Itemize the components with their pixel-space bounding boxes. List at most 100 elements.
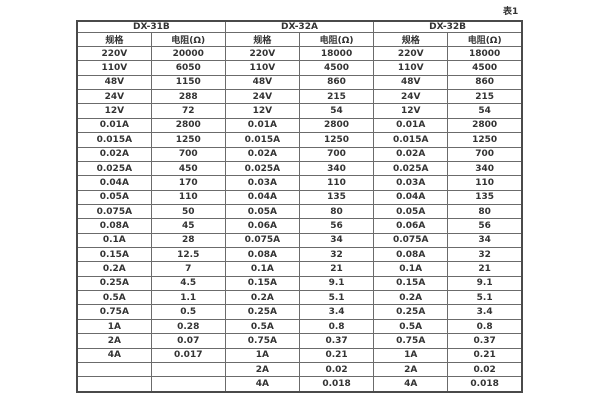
spec-cell: 0.5A (76, 290, 152, 306)
resistance-cell: 32 (298, 247, 375, 263)
spec-cell: 0.15A (76, 247, 152, 263)
resistance-cell: 110 (150, 189, 226, 205)
table-row: 0.075A 50 0.05A 80 0.05A 80 (76, 203, 523, 220)
spec-cell: 0.06A (224, 218, 300, 234)
resistance-cell: 3.4 (298, 304, 375, 320)
resistance-cell: 170 (150, 175, 226, 191)
group-header-dx32a: DX-32A (224, 20, 375, 33)
resistance-cell: 34 (447, 232, 523, 249)
spec-cell (76, 376, 152, 393)
table-row: 0.75A 0.5 0.25A 3.4 0.25A 3.4 (76, 304, 523, 320)
table-row: 0.15A 12.5 0.08A 32 0.08A 32 (76, 247, 523, 263)
resistance-cell: 34 (298, 232, 375, 249)
spec-cell: 0.015A (373, 132, 449, 148)
spec-cell: 0.025A (76, 160, 152, 177)
resistance-cell: 5.1 (298, 290, 375, 306)
resistance-cell: 0.8 (298, 318, 375, 335)
spec-cell: 0.2A (76, 261, 152, 277)
spec-cell: 0.025A (224, 160, 300, 177)
spec-cell: 0.02A (76, 146, 152, 162)
spec-cell: 0.75A (76, 304, 152, 320)
spec-header: 规格 (373, 32, 449, 47)
resistance-header: 电阻(Ω) (447, 32, 523, 47)
spec-cell: 0.25A (76, 275, 152, 292)
spec-cell: 1A (76, 318, 152, 335)
spec-cell: 0.75A (224, 333, 300, 349)
spec-cell: 48V (224, 74, 300, 91)
resistance-cell (150, 361, 226, 378)
resistance-cell: 3.4 (447, 304, 523, 320)
resistance-cell: 1150 (150, 74, 226, 91)
resistance-cell: 2800 (298, 117, 375, 134)
spec-cell: 0.5A (224, 318, 300, 335)
table-row: 0.02A 700 0.02A 700 0.02A 700 (76, 146, 523, 162)
resistance-cell: 0.02 (298, 361, 375, 378)
spec-header: 规格 (76, 32, 152, 47)
spec-cell: 0.1A (373, 261, 449, 277)
table-row: 0.5A 1.1 0.2A 5.1 0.2A 5.1 (76, 290, 523, 306)
spec-cell: 0.1A (224, 261, 300, 277)
spec-cell: 0.02A (224, 146, 300, 162)
spec-cell: 0.04A (373, 189, 449, 205)
resistance-cell: 0.37 (298, 333, 375, 349)
resistance-cell: 9.1 (447, 275, 523, 292)
resistance-cell: 72 (150, 103, 226, 119)
resistance-cell: 45 (150, 218, 226, 234)
spec-cell: 110V (373, 60, 449, 76)
table-row: 0.05A 110 0.04A 135 0.04A 135 (76, 189, 523, 205)
resistance-cell: 340 (298, 160, 375, 177)
resistance-cell: 12.5 (150, 247, 226, 263)
resistance-cell: 4500 (447, 60, 523, 76)
spec-cell: 1A (224, 347, 300, 363)
resistance-cell: 0.28 (150, 318, 226, 335)
spec-cell: 0.2A (224, 290, 300, 306)
resistance-cell: 21 (447, 261, 523, 277)
resistance-cell: 7 (150, 261, 226, 277)
table-row: 4A 0.018 4A 0.018 (76, 376, 523, 393)
spec-cell: 0.075A (224, 232, 300, 249)
group-header-dx32b: DX-32B (373, 20, 523, 33)
spec-cell: 4A (76, 347, 152, 363)
spec-cell: 0.05A (224, 203, 300, 220)
resistance-cell: 5.1 (447, 290, 523, 306)
resistance-cell: 80 (447, 203, 523, 220)
resistance-cell: 340 (447, 160, 523, 177)
spec-cell: 1A (373, 347, 449, 363)
spec-header: 规格 (224, 32, 300, 47)
spec-cell: 48V (76, 74, 152, 91)
spec-cell: 0.01A (373, 117, 449, 134)
spec-cell: 0.01A (224, 117, 300, 134)
resistance-cell: 0.02 (447, 361, 523, 378)
resistance-cell: 28 (150, 232, 226, 249)
resistance-cell: 54 (298, 103, 375, 119)
resistance-cell: 0.8 (447, 318, 523, 335)
spec-cell: 0.04A (224, 189, 300, 205)
resistance-cell: 1250 (298, 132, 375, 148)
spec-cell: 2A (224, 361, 300, 378)
spec-cell: 220V (76, 45, 152, 62)
spec-cell: 24V (76, 89, 152, 105)
resistance-cell: 21 (298, 261, 375, 277)
spec-cell: 2A (373, 361, 449, 378)
spec-cell: 4A (224, 376, 300, 393)
resistance-cell: 110 (447, 175, 523, 191)
table-row: 48V 1150 48V 860 48V 860 (76, 74, 523, 91)
resistance-header: 电阻(Ω) (298, 32, 375, 47)
spec-cell: 0.1A (76, 232, 152, 249)
table-row: 24V 288 24V 215 24V 215 (76, 89, 523, 105)
spec-cell: 0.075A (373, 232, 449, 249)
resistance-cell: 4.5 (150, 275, 226, 292)
spec-cell: 0.5A (373, 318, 449, 335)
resistance-cell: 1.1 (150, 290, 226, 306)
spec-cell: 0.06A (373, 218, 449, 234)
spec-cell: 12V (224, 103, 300, 119)
resistance-cell: 80 (298, 203, 375, 220)
resistance-cell: 860 (298, 74, 375, 91)
resistance-cell: 56 (447, 218, 523, 234)
resistance-cell: 0.5 (150, 304, 226, 320)
resistance-cell: 215 (447, 89, 523, 105)
resistance-cell: 860 (447, 74, 523, 91)
resistance-header: 电阻(Ω) (150, 32, 226, 47)
resistance-cell: 2800 (447, 117, 523, 134)
